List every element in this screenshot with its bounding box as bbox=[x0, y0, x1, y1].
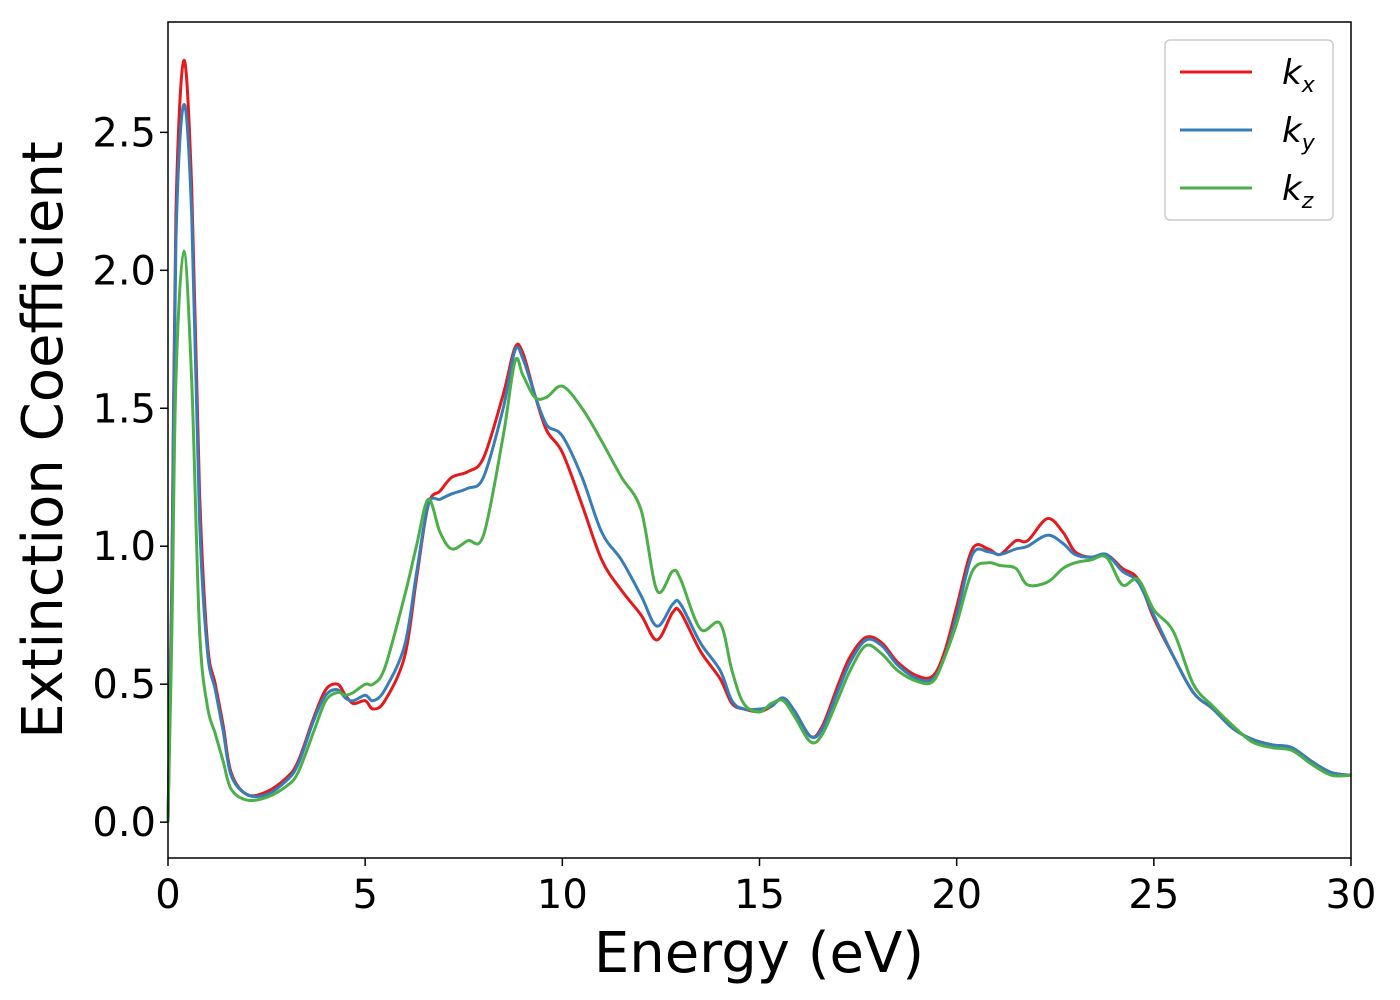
y-tick-label: 0.0 bbox=[92, 800, 156, 846]
x-tick-label: 5 bbox=[352, 872, 377, 918]
x-tick-label: 20 bbox=[931, 872, 982, 918]
y-tick-label: 1.5 bbox=[92, 386, 156, 432]
x-tick-label: 15 bbox=[734, 872, 785, 918]
y-axis: 0.0 0.5 1.0 1.5 2.0 2.5 bbox=[92, 110, 168, 846]
y-tick-label: 2.5 bbox=[92, 110, 156, 156]
series-line-kz bbox=[166, 249, 1352, 823]
legend: kx ky kz bbox=[1164, 39, 1334, 221]
plot-lines bbox=[166, 59, 1352, 823]
x-tick-label: 25 bbox=[1128, 872, 1179, 918]
legend-label-ky: ky bbox=[1282, 111, 1316, 156]
y-tick-label: 0.5 bbox=[92, 662, 156, 708]
x-tick-label: 30 bbox=[1326, 872, 1377, 918]
y-tick-label: 1.0 bbox=[92, 524, 156, 570]
x-tick-label: 0 bbox=[155, 872, 180, 918]
x-axis-label: Energy (eV) bbox=[594, 921, 924, 986]
series-line-ky bbox=[166, 103, 1352, 823]
x-tick-label: 10 bbox=[537, 872, 588, 918]
y-axis-label: Extinction Coefficient bbox=[11, 141, 76, 739]
x-axis: 0 5 10 15 20 25 30 bbox=[155, 858, 1376, 918]
y-tick-label: 2.0 bbox=[92, 248, 156, 294]
legend-label-kz: kz bbox=[1282, 169, 1314, 214]
legend-label-kx: kx bbox=[1282, 53, 1316, 98]
